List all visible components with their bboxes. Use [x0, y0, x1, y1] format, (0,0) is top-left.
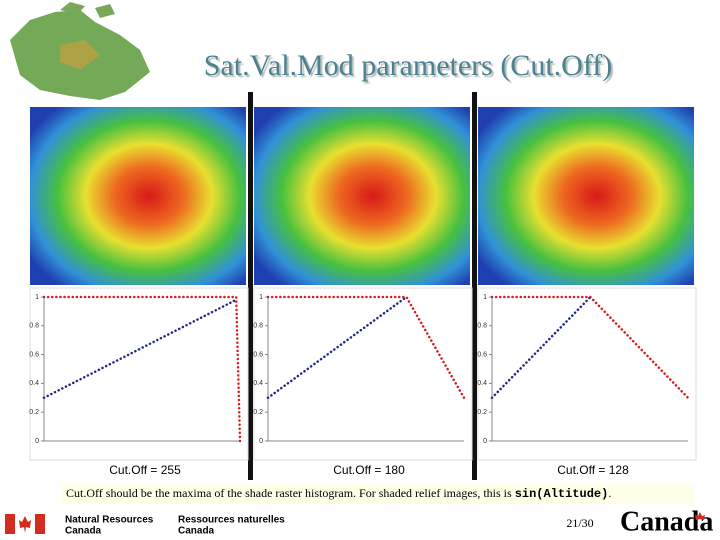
y-tick-label: 0.6 [253, 351, 263, 358]
flag [5, 514, 45, 534]
y-tick-label: 0.6 [29, 351, 39, 358]
canada-map [10, 2, 150, 100]
series-line [42, 298, 238, 400]
y-tick-label: 0.6 [477, 351, 487, 358]
note-text: Cut.Off should be the maxima of the shad… [66, 486, 515, 500]
caption: Cut.Off = 128 [557, 463, 629, 477]
series-line [490, 295, 690, 400]
note-band [62, 484, 694, 504]
page-number: 21/30 [566, 516, 593, 530]
y-tick-label: 0.4 [29, 380, 39, 387]
divider [472, 92, 477, 480]
y-tick-label: 1 [35, 294, 39, 301]
y-tick-label: 0.2 [253, 409, 263, 416]
chart-background [29, 287, 249, 461]
y-tick-label: 0 [35, 438, 39, 445]
y-tick-label: 0.8 [477, 323, 487, 330]
dept-fr: Canada [178, 526, 215, 537]
y-tick-label: 0.4 [253, 380, 263, 387]
series-line [266, 295, 466, 400]
terrain-image [30, 107, 246, 285]
y-tick-label: 0 [483, 438, 487, 445]
note-code: sin(Altitude) [515, 487, 609, 501]
caption: Cut.Off = 255 [109, 463, 181, 477]
dept-en: Canada [65, 526, 102, 537]
series-line [490, 295, 592, 400]
y-tick-label: 1 [259, 294, 263, 301]
caption: Cut.Off = 180 [333, 463, 405, 477]
terrain-image [478, 107, 694, 285]
series-line [42, 295, 242, 443]
y-tick-label: 0.2 [29, 409, 39, 416]
y-tick-label: 0 [259, 438, 263, 445]
y-tick-label: 0.8 [29, 323, 39, 330]
y-tick-label: 0.2 [477, 409, 487, 416]
note-end: . [608, 486, 611, 500]
note: Cut.Off should be the maxima of the shad… [66, 486, 611, 501]
dept-en: Natural Resources [65, 515, 154, 526]
series-line [266, 295, 408, 400]
dept-fr: Ressources naturelles [178, 515, 285, 526]
y-tick-label: 0.8 [253, 323, 263, 330]
divider [248, 92, 253, 480]
terrain-image [254, 107, 470, 285]
wordmark: Canada [620, 506, 713, 537]
y-tick-label: 1 [483, 294, 487, 301]
chart-background [477, 287, 697, 461]
wordmark-flag [695, 512, 705, 520]
slide-title: Sat.Val.Mod parameters (Cut.Off) [204, 49, 613, 82]
chart-background [253, 287, 473, 461]
y-tick-label: 0.4 [477, 380, 487, 387]
